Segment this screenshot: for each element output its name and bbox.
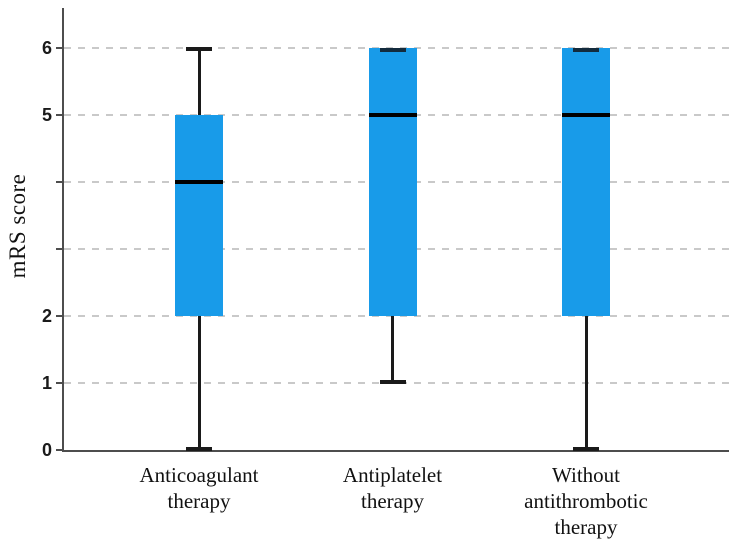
upper-whisker-cap	[573, 48, 599, 52]
category-label-line: Antiplatelet	[342, 463, 443, 487]
lower-whisker-cap	[573, 447, 599, 451]
lower-whisker-line	[584, 316, 588, 450]
y-axis-tick	[56, 248, 62, 250]
category-label: Antiplatelet therapy	[283, 462, 503, 514]
y-axis-title: mRS score	[5, 173, 30, 279]
median-line	[562, 113, 610, 117]
y-tick-label: 6	[41, 38, 52, 58]
lower-whisker-cap	[186, 447, 212, 451]
box-iqr	[562, 48, 610, 316]
category-label-line: antithrombotic	[524, 489, 648, 513]
category-label: Anticoagulant therapy	[89, 462, 309, 514]
lower-whisker-line	[391, 316, 394, 383]
lower-whisker-line	[197, 316, 201, 450]
y-tick-label: 2	[41, 306, 52, 326]
y-axis-tick	[56, 449, 62, 451]
y-axis-line	[62, 8, 64, 452]
box-iqr	[175, 115, 223, 316]
y-tick-label: 1	[41, 373, 52, 393]
y-axis-tick	[56, 382, 62, 384]
upper-whisker-cap	[186, 47, 212, 51]
category-label-line: Anticoagulant	[139, 463, 259, 487]
y-axis-tick	[56, 315, 62, 317]
category-label-line: therapy	[361, 489, 424, 513]
box-iqr	[368, 48, 417, 316]
lower-whisker-cap	[379, 380, 406, 384]
category-label: Without antithrombotic therapy	[476, 462, 696, 540]
upper-whisker-cap	[379, 48, 406, 52]
y-tick-label: 5	[41, 105, 52, 125]
category-label-line: therapy	[167, 489, 231, 513]
y-axis-tick	[56, 114, 62, 116]
gridline	[64, 315, 729, 317]
y-axis-tick	[56, 181, 62, 183]
x-axis-line	[62, 450, 729, 452]
median-line	[368, 113, 417, 117]
category-label-line: therapy	[554, 515, 618, 539]
upper-whisker-line	[197, 48, 201, 115]
y-tick-label: 0	[41, 440, 52, 460]
median-line	[175, 180, 223, 184]
category-label-line: Without	[552, 463, 620, 487]
y-axis-tick	[56, 47, 62, 49]
